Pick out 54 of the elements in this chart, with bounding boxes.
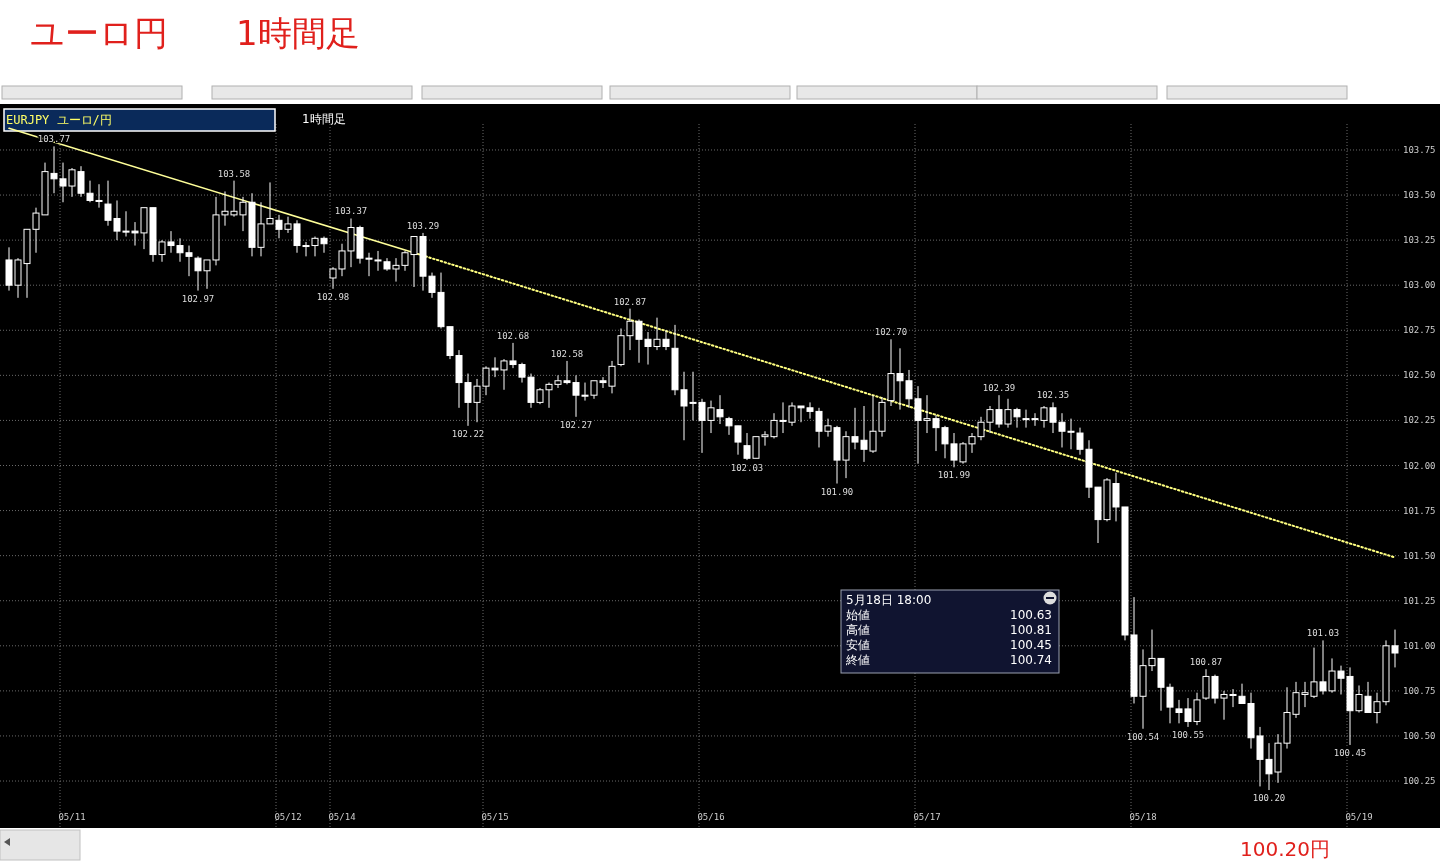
y-tick-label: 102.75: [1403, 325, 1436, 336]
text: 101.90: [820, 486, 854, 497]
y-tick-label: 103.25: [1403, 235, 1436, 246]
text: 102.58: [550, 348, 584, 359]
annotation: 1時間足: [302, 112, 346, 126]
x-tick-label: 05/16: [697, 812, 725, 822]
y-tick-label: 103.75: [1403, 144, 1436, 155]
text: 103.29: [406, 220, 440, 231]
x-tick-label: 05/19: [1345, 812, 1373, 822]
y-tick-label: 103.00: [1403, 280, 1436, 291]
y-tick-label: 102.25: [1403, 415, 1436, 426]
text: 102.70: [874, 327, 908, 338]
y-tick-label: 101.50: [1403, 550, 1436, 561]
x-tick-label: 05/18: [1129, 812, 1157, 822]
y-tick-label: 101.25: [1403, 595, 1436, 606]
x-tick-label: 05/14: [328, 812, 356, 822]
text: 安値 100.45: [846, 638, 1052, 652]
text: 100.55: [1171, 729, 1205, 740]
y-tick-label: 100.50: [1403, 730, 1436, 741]
y-tick-label: 102.50: [1403, 370, 1436, 381]
y-tick-label: 102.00: [1403, 460, 1436, 471]
text: 102.03: [730, 463, 764, 474]
y-tick-label: 101.75: [1403, 505, 1436, 516]
text: 102.35: [1036, 390, 1070, 401]
x-tick-label: 05/11: [58, 812, 86, 822]
text: 100.20: [1252, 793, 1286, 804]
text: 102.97: [181, 293, 215, 304]
y-tick-label: 101.00: [1403, 640, 1436, 651]
text: 100.45: [1333, 747, 1367, 758]
chart-title: ユーロ円 1時間足: [30, 13, 360, 53]
text: 102.22: [451, 428, 485, 439]
x-tick-label: 05/15: [481, 812, 509, 822]
text: 101.03: [1306, 628, 1340, 639]
y-tick-label: 100.25: [1403, 776, 1436, 787]
text: 102.68: [496, 330, 530, 341]
annotation: 5月18日 18:00: [846, 593, 932, 607]
annotation: EURJPY ユーロ/円: [6, 113, 112, 127]
text: 102.39: [982, 383, 1016, 394]
text: 終値 100.74: [846, 653, 1052, 667]
text: 100.87: [1189, 657, 1223, 668]
text: 102.98: [316, 291, 350, 302]
text: 102.27: [559, 419, 593, 430]
text: 103.37: [334, 206, 368, 217]
text: 103.58: [217, 168, 251, 179]
x-tick-label: 05/12: [274, 812, 302, 822]
text: 100.54: [1126, 731, 1160, 742]
text: 100.20円: [1240, 837, 1330, 861]
text: 高値 100.81: [846, 623, 1052, 637]
text: 始値 100.63: [846, 608, 1052, 622]
y-tick-label: 103.50: [1403, 190, 1436, 201]
text: 101.99: [937, 470, 971, 481]
y-tick-label: 100.75: [1403, 685, 1436, 696]
x-tick-label: 05/17: [913, 812, 941, 822]
text: 102.87: [613, 296, 647, 307]
